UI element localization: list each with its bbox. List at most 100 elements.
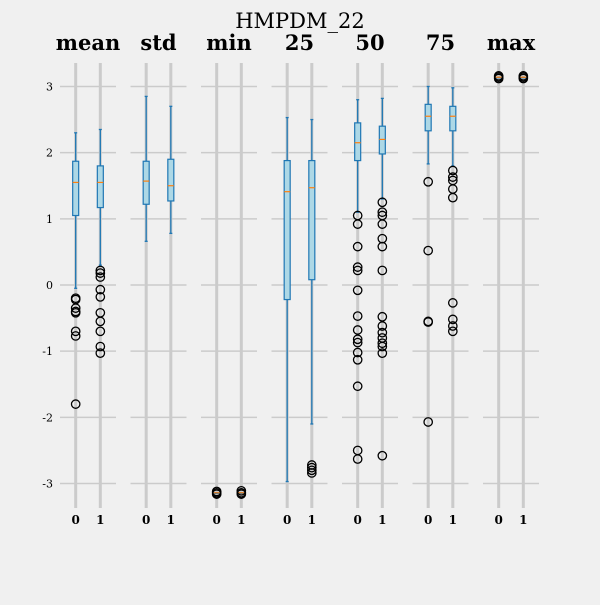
outlier-point xyxy=(377,348,388,359)
outlier-point xyxy=(70,399,81,409)
panel-std: std 0 1 xyxy=(130,30,187,527)
y-tick-label: 1 xyxy=(46,213,53,226)
x-tick-label: 0 xyxy=(495,513,503,527)
outlier-point xyxy=(70,307,81,318)
x-tick-label: 0 xyxy=(354,513,362,527)
outlier-point xyxy=(95,292,106,302)
panel-mean: mean -3 -2 -1 0 1 2 3 0 1 xyxy=(42,30,120,527)
outlier-point xyxy=(95,284,106,295)
outlier-point xyxy=(518,71,529,81)
x-tick-label: 1 xyxy=(519,513,527,527)
outlier-point xyxy=(306,465,317,476)
x-tick-label: 0 xyxy=(142,513,150,527)
panel-title: 50 xyxy=(355,30,384,55)
y-tick-label: 0 xyxy=(46,279,53,292)
outlier-point xyxy=(447,314,458,325)
box xyxy=(72,160,80,217)
outlier-point xyxy=(352,262,363,272)
outlier-point xyxy=(352,219,363,229)
y-tick-label: 2 xyxy=(46,147,53,160)
outlier-point xyxy=(352,241,363,252)
x-tick-label: 1 xyxy=(449,513,457,527)
outlier-point xyxy=(70,326,81,337)
outlier-point xyxy=(447,172,458,182)
outlier-point xyxy=(447,298,458,308)
outlier-point xyxy=(211,489,222,499)
outlier-point xyxy=(377,265,388,276)
outlier-point xyxy=(447,165,458,176)
box xyxy=(449,105,457,132)
x-tick-label: 0 xyxy=(213,513,221,527)
outlier-point xyxy=(423,317,434,327)
outlier-point xyxy=(352,325,363,335)
panel-title: 25 xyxy=(285,30,314,55)
panel-title: max xyxy=(487,30,536,55)
outlier-point xyxy=(95,268,106,278)
outlier-point xyxy=(95,316,106,327)
outlier-point xyxy=(352,265,363,276)
outlier-point xyxy=(95,348,106,359)
y-tick-label: 3 xyxy=(46,80,53,93)
x-tick-label: 0 xyxy=(424,513,432,527)
outlier-point xyxy=(352,337,363,348)
panel-title: std xyxy=(140,30,177,55)
outlier-point xyxy=(352,381,363,392)
outlier-point xyxy=(423,245,434,256)
outlier-point xyxy=(377,207,388,218)
outlier-point xyxy=(447,326,458,337)
x-tick-label: 1 xyxy=(96,513,104,527)
outlier-point xyxy=(236,489,247,499)
panel-title: mean xyxy=(56,30,120,55)
outlier-point xyxy=(377,311,388,322)
x-tick-label: 1 xyxy=(378,513,386,527)
outlier-point xyxy=(377,219,388,229)
panel-25: 25 0 1 xyxy=(271,30,328,527)
y-tick-label: -2 xyxy=(42,411,53,424)
box xyxy=(167,158,175,202)
outlier-point xyxy=(423,176,434,187)
outlier-point xyxy=(306,468,317,478)
outlier-point xyxy=(377,241,388,252)
outlier-point xyxy=(95,341,106,352)
y-tick-label: -1 xyxy=(42,345,53,358)
panel-50: 50 0 1 xyxy=(342,30,398,527)
outlier-point xyxy=(352,285,363,296)
outlier-point xyxy=(377,321,388,331)
chart-title: HMPDM_22 xyxy=(235,9,365,33)
outlier-point xyxy=(447,321,458,331)
outlier-point xyxy=(377,341,388,352)
outlier-point xyxy=(70,303,81,314)
panel-max: max 0 1 xyxy=(483,30,539,527)
outlier-point xyxy=(377,327,388,338)
box xyxy=(378,125,386,155)
x-tick-label: 1 xyxy=(237,513,245,527)
panel-75: 75 0 1 xyxy=(412,30,469,527)
outlier-point xyxy=(352,454,363,464)
outlier-point xyxy=(377,338,388,349)
panel-title: min xyxy=(206,30,251,55)
outlier-point xyxy=(95,265,106,276)
box xyxy=(96,165,104,209)
outlier-point xyxy=(377,197,388,208)
outlier-point xyxy=(95,272,106,282)
outlier-point xyxy=(423,417,434,427)
outlier-point xyxy=(447,192,458,203)
panel-title: 75 xyxy=(426,30,455,55)
box xyxy=(354,122,362,162)
outlier-point xyxy=(493,71,504,81)
outlier-point xyxy=(306,462,317,473)
y-tick-label: -3 xyxy=(42,478,53,491)
outlier-point xyxy=(352,311,363,321)
x-tick-label: 0 xyxy=(283,513,291,527)
outlier-point xyxy=(70,331,81,341)
outlier-point xyxy=(95,326,106,337)
outlier-point xyxy=(352,354,363,365)
outlier-point xyxy=(352,347,363,358)
box xyxy=(142,160,150,205)
x-tick-label: 1 xyxy=(308,513,316,527)
x-tick-label: 1 xyxy=(167,513,175,527)
box xyxy=(308,159,316,281)
x-tick-label: 0 xyxy=(72,513,80,527)
